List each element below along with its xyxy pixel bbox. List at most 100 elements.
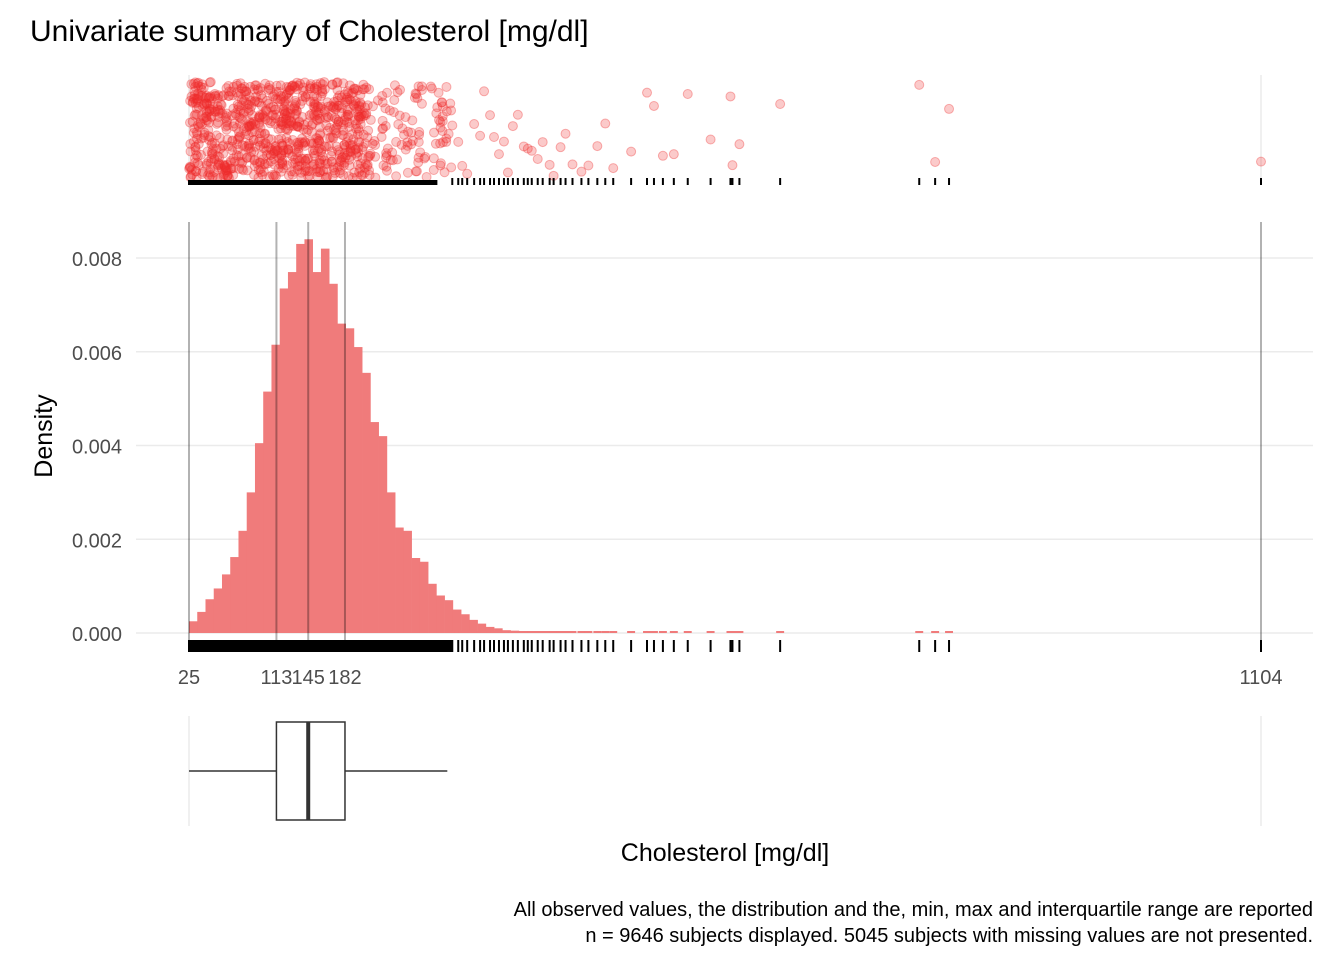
x-tick-label: 145 [292,667,325,689]
jitter-point [776,99,785,108]
jitter-point [470,120,479,129]
histogram-bar [445,600,454,633]
jitter-point [242,153,251,162]
histogram-bar [609,631,617,633]
histogram-bar [670,631,678,633]
histogram-bar [321,249,330,633]
jitter-point [538,138,547,147]
histogram-bar [346,328,355,633]
jitter-point [446,99,455,108]
jitter-point [257,129,266,138]
boxplot [189,722,447,820]
jitter-point [288,170,297,179]
jitter-point [388,156,397,165]
y-tick-label: 0.008 [72,249,122,271]
jitter-point [335,162,344,171]
jitter-point [438,98,447,107]
jitter-point [382,166,391,175]
histogram-bars [189,239,953,633]
jitter-point [291,155,300,164]
jitter-point [476,131,485,140]
jitter-point [513,110,522,119]
jitter-point [310,83,319,92]
histogram-bar [463,631,471,633]
histogram-bar [238,531,247,633]
jitter-panel [185,75,1266,185]
jitter-point [356,164,365,173]
jitter-point [212,119,221,128]
jitter-point [292,106,301,115]
jitter-point [281,115,290,124]
jitter-point [371,152,380,161]
jitter-point [278,156,287,165]
jitter-point [321,113,330,122]
histogram-bar [539,631,547,633]
jitter-point [545,160,554,169]
jitter-point [447,163,456,172]
histogram-bar [643,631,651,633]
histogram-bar [931,631,939,633]
histogram-bar [280,288,289,633]
jitter-point [187,92,196,101]
histogram-bar [428,584,437,633]
jitter-point [339,79,348,88]
x-tick-label: 25 [178,667,200,689]
histogram-bar [222,574,231,633]
jitter-point [342,95,351,104]
jitter-point [411,167,420,176]
jitter-point [486,111,495,120]
jitter-point [649,101,658,110]
jitter-point [244,141,253,150]
jitter-point [658,151,667,160]
jitter-point [1257,157,1266,166]
jitter-point [448,121,457,130]
histogram-bar [412,558,421,633]
histogram-bar [684,631,692,633]
histogram-bar [395,528,404,633]
jitter-point [394,120,403,129]
histogram-bar [329,284,338,633]
jitter-point [438,126,447,135]
jitter-point [414,82,423,91]
jitter-point [332,129,341,138]
jitter-point [206,133,215,142]
y-tick-label: 0.000 [72,624,122,646]
jitter-point [556,143,565,152]
jitter-point [304,172,313,181]
jitter-point [216,109,225,118]
jitter-point [669,150,678,159]
jitter-point [403,141,412,150]
jitter-point [327,151,336,160]
histogram-bar [296,244,305,633]
jitter-point [291,145,300,154]
histogram-bar [247,492,256,633]
jitter-point [194,102,203,111]
jitter-point [392,172,401,181]
rug-dense-block [188,180,437,185]
jitter-point [593,142,602,151]
jitter-point [627,147,636,156]
jitter-point [345,139,354,148]
jitter-point [413,94,422,103]
jitter-point [728,161,737,170]
jitter-point [301,92,310,101]
jitter-point [609,164,618,173]
jitter-point [333,120,342,129]
histogram-bar [313,272,322,633]
histogram-bar [577,631,585,633]
jitter-point [706,135,715,144]
histogram-bar [659,631,667,633]
jitter-point [268,170,277,179]
jitter-point [499,137,508,146]
jitter-point [442,82,451,91]
jitter-point [945,104,954,113]
jitter-point [354,124,363,133]
histogram-bar [945,631,953,633]
jitter-point [222,116,231,125]
jitter-point [568,160,577,169]
jitter-point [601,119,610,128]
jitter-point [353,107,362,116]
jitter-point [244,131,253,140]
